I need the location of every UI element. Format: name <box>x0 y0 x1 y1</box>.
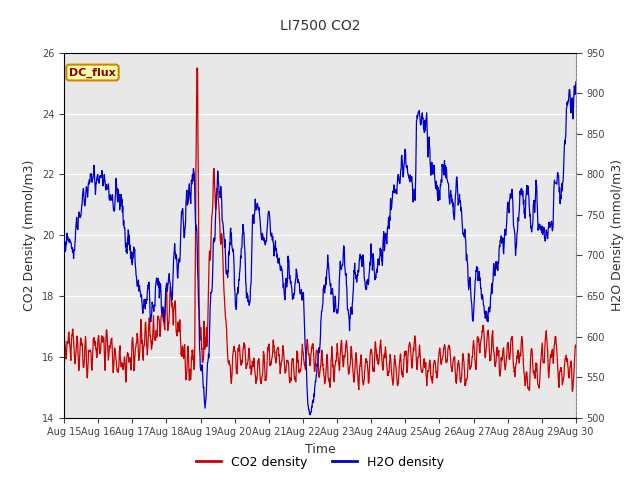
Y-axis label: CO2 Density (mmol/m3): CO2 Density (mmol/m3) <box>23 159 36 311</box>
Text: DC_flux: DC_flux <box>69 67 116 78</box>
Text: LI7500 CO2: LI7500 CO2 <box>280 19 360 33</box>
Y-axis label: H2O Density (mmol/m3): H2O Density (mmol/m3) <box>611 159 623 311</box>
X-axis label: Time: Time <box>305 443 335 456</box>
Legend: CO2 density, H2O density: CO2 density, H2O density <box>191 451 449 474</box>
